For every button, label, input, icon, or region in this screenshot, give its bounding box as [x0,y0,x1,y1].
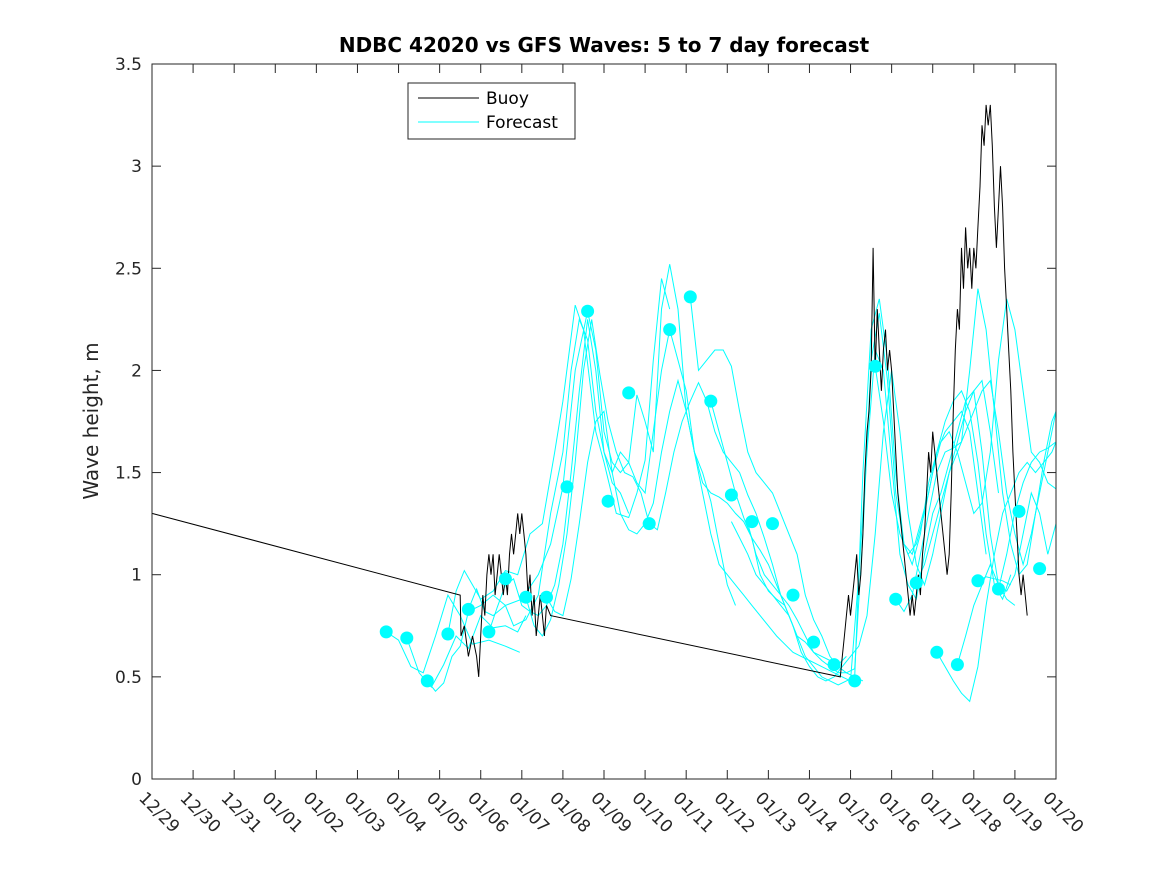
forecast-line-8 [546,349,1016,682]
forecast-marker-33 [1033,562,1047,576]
buoy-line [151,104,1028,678]
forecast-markers [379,290,1047,688]
forecast-marker-2 [400,631,414,645]
y-tick-label-2: 1 [131,566,142,586]
legend-forecast-label: Forecast [486,113,558,133]
plot-area [151,104,1057,703]
forecast-marker-24 [848,674,862,688]
forecast-line-4 [447,278,671,635]
forecast-line-16 [936,441,1057,703]
forecast-line-10 [710,370,999,682]
forecast-marker-22 [807,635,821,649]
forecast-line-15 [915,379,1057,584]
forecast-marker-23 [827,658,841,672]
forecast-marker-25 [868,359,882,373]
buoy-series [151,104,1028,678]
y-tick-label-3: 1.5 [115,464,142,484]
forecast-marker-31 [992,582,1005,596]
forecast-line-17 [956,491,1057,665]
forecast-marker-18 [724,488,738,502]
forecast-marker-32 [1012,504,1026,518]
forecast-marker-28 [930,645,944,659]
y-tick-label-4: 2 [131,361,142,381]
forecast-marker-12 [601,494,615,508]
forecast-marker-26 [889,592,903,606]
y-axis: 0 0.5 1 1.5 2 2.5 3 3.5 [115,55,1056,790]
forecast-marker-10 [560,480,574,494]
forecast-marker-20 [766,517,779,531]
forecast-marker-27 [909,576,923,590]
legend-box [407,82,576,140]
forecast-marker-19 [745,515,759,529]
forecast-marker-7 [498,572,512,586]
forecast-marker-30 [971,574,985,588]
legend: Buoy Forecast [407,82,576,140]
y-tick-label-0: 0 [131,770,142,790]
forecast-marker-3 [420,674,434,688]
forecast-line-13 [874,298,1057,556]
forecast-line-14 [895,288,1057,613]
forecast-line-1 [385,593,520,674]
forecast-marker-9 [540,590,553,604]
y-axis-label: Wave height, m [79,342,103,499]
forecast-marker-21 [786,588,800,602]
forecast-line-12 [747,313,1012,674]
forecast-marker-15 [663,323,677,337]
forecast-line-19 [998,441,1057,590]
forecast-marker-17 [704,394,718,408]
forecast-marker-16 [683,290,697,304]
forecast-marker-14 [642,517,656,531]
forecast-marker-13 [622,386,636,400]
forecast-marker-29 [950,658,964,672]
forecast-marker-4 [441,627,455,641]
y-tick-label-7: 3.5 [115,55,142,75]
forecast-marker-11 [581,304,595,318]
forecast-marker-5 [461,602,475,616]
legend-buoy-label: Buoy [486,89,529,109]
forecast-line-5 [467,264,736,617]
forecast-marker-1 [379,625,393,639]
chart-title: NDBC 42020 vs GFS Waves: 5 to 7 day fore… [339,33,870,57]
y-tick-label-6: 3 [131,157,142,177]
forecast-line-11 [730,298,987,686]
forecast-marker-8 [519,590,533,604]
y-tick-label-1: 0.5 [115,668,142,688]
forecast-marker-6 [482,625,496,639]
y-tick-label-5: 2.5 [115,259,142,279]
